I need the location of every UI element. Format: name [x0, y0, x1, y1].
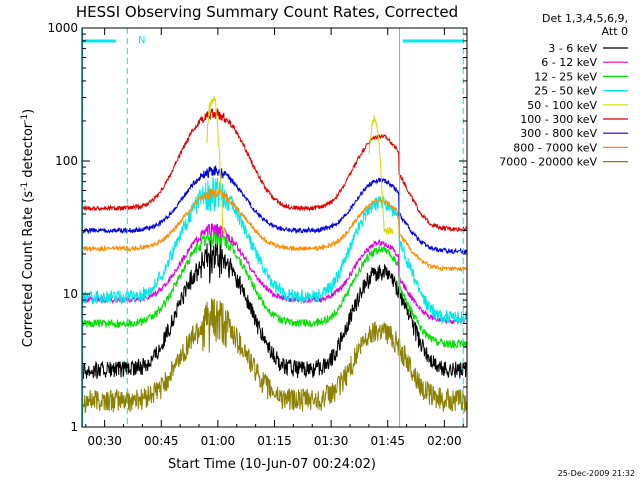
timestamp: 25-Dec-2009 21:32	[558, 469, 635, 478]
x-tick-label-2: 01:00	[201, 434, 236, 448]
series-line-6	[81, 165, 467, 255]
x-tick-label-4: 01:30	[314, 434, 349, 448]
legend-label-5: 100 - 300 keV	[520, 113, 597, 126]
legend-header-line-1: Det 1,3,4,5,6,9,	[542, 12, 628, 25]
y-tick-label-0: 1	[70, 420, 78, 434]
y-axis: 1 10 100 1000	[47, 21, 467, 434]
x-axis: 00:30 00:45 01:00 01:15 01:30 01:45 02:00	[85, 28, 464, 448]
attenuator-flag-label: N	[138, 35, 145, 46]
x-tick-label-5: 01:45	[370, 434, 405, 448]
series-line-7	[81, 188, 467, 272]
series-line-1	[81, 223, 467, 325]
series-line-8	[81, 298, 467, 414]
y-tick-label-3: 1000	[47, 21, 78, 35]
legend-label-4: 50 - 100 keV	[527, 99, 597, 112]
x-tick-label-0: 00:30	[87, 434, 122, 448]
x-tick-label-3: 01:15	[257, 434, 292, 448]
legend-label-7: 800 - 7000 keV	[513, 141, 597, 154]
series-line-4	[206, 96, 394, 237]
legend-label-2: 12 - 25 keV	[534, 70, 597, 83]
x-tick-label-1: 00:45	[144, 434, 179, 448]
series-line-3	[81, 177, 467, 325]
y-axis-label: Corrected Count Rate (s-1 detector-1)	[20, 109, 36, 347]
y-tick-label-2: 100	[55, 154, 78, 168]
chart-title: HESSI Observing Summary Count Rates, Cor…	[76, 3, 458, 21]
legend-label-1: 6 - 12 keV	[541, 56, 597, 69]
legend-label-0: 3 - 6 keV	[548, 42, 597, 55]
legend-label-8: 7000 - 20000 keV	[499, 156, 597, 169]
plot-series	[81, 96, 467, 414]
legend-label-6: 300 - 800 keV	[520, 127, 597, 140]
legend-header-line-2: Att 0	[602, 25, 628, 38]
series-line-2	[81, 229, 467, 350]
x-axis-label: Start Time (10-Jun-07 00:24:02)	[168, 457, 376, 472]
y-tick-label-1: 10	[63, 287, 78, 301]
series-line-5	[81, 108, 467, 233]
legend-label-3: 25 - 50 keV	[534, 85, 597, 98]
x-tick-label-6: 02:00	[427, 434, 462, 448]
